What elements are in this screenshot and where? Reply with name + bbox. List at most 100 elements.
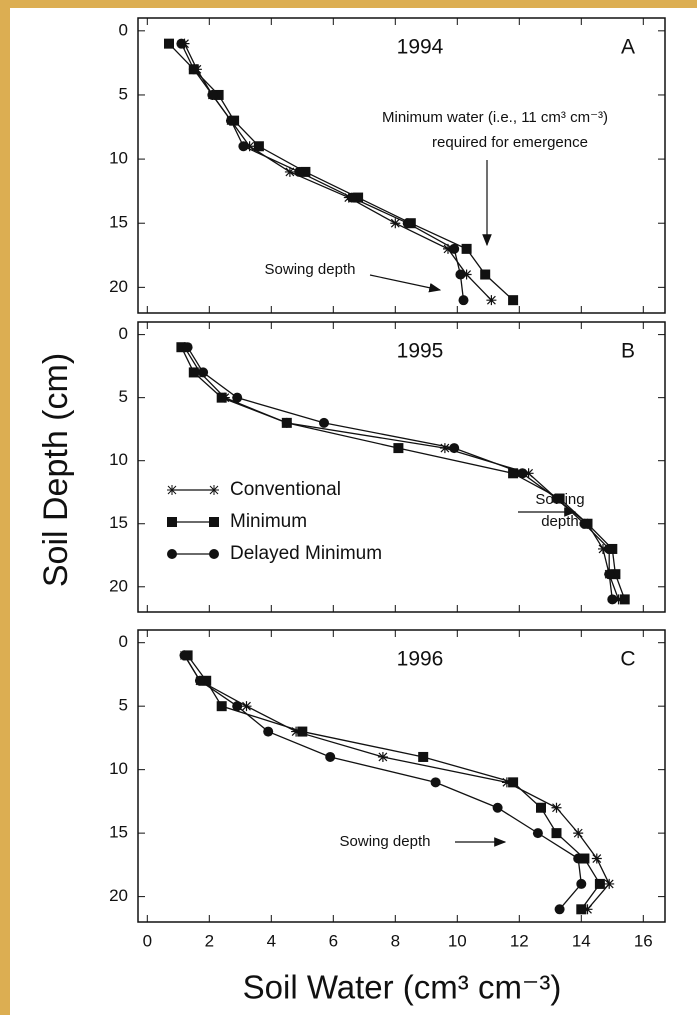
- marker: [439, 443, 450, 454]
- marker: [198, 367, 209, 378]
- y-tick-label: 5: [119, 696, 128, 715]
- x-tick-label: 0: [143, 931, 152, 950]
- y-tick-label: 5: [119, 84, 128, 103]
- legend-marker: [167, 517, 177, 527]
- marker: [461, 269, 472, 280]
- panel-year: 1995: [397, 340, 444, 363]
- x-tick-label: 8: [391, 931, 400, 950]
- marker: [232, 701, 243, 712]
- marker: [517, 468, 528, 479]
- marker: [241, 701, 252, 712]
- annotation: Sowing: [535, 491, 584, 508]
- marker: [551, 802, 562, 813]
- marker: [458, 295, 469, 306]
- marker: [216, 701, 227, 712]
- marker: [443, 243, 453, 254]
- marker: [164, 38, 174, 49]
- marker: [281, 417, 292, 428]
- plot-frame: [137, 17, 666, 314]
- marker: [551, 828, 562, 839]
- marker: [619, 594, 630, 605]
- marker: [551, 493, 562, 504]
- panel-year: 1996: [397, 648, 444, 671]
- marker: [604, 878, 615, 889]
- marker: [554, 904, 565, 915]
- marker: [297, 726, 308, 737]
- plot-frame: [137, 321, 666, 613]
- x-tick-label: 2: [205, 931, 214, 950]
- panel-year: 1994: [397, 36, 444, 59]
- y-tick-label: 10: [109, 450, 128, 469]
- marker: [613, 594, 624, 605]
- plot-frame: [137, 629, 666, 923]
- y-tick-label: 0: [119, 324, 128, 343]
- series-line: [187, 655, 601, 910]
- legend-marker: [209, 517, 219, 527]
- marker: [176, 342, 187, 353]
- panel-letter: B: [621, 340, 635, 363]
- marker: [213, 89, 224, 100]
- marker: [377, 751, 388, 762]
- legend-label: Delayed Minimum: [230, 543, 382, 564]
- annotation: Sowing depth: [265, 261, 356, 278]
- marker: [393, 443, 404, 454]
- marker: [576, 904, 587, 915]
- x-tick-label: 10: [448, 931, 467, 950]
- y-tick-label: 15: [109, 213, 128, 232]
- marker: [455, 269, 466, 280]
- marker: [591, 853, 602, 864]
- annotation: required for emergence: [432, 134, 588, 151]
- marker: [508, 777, 519, 788]
- marker: [195, 675, 205, 686]
- marker: [179, 650, 190, 661]
- legend-marker: [167, 549, 177, 559]
- series-line: [183, 655, 610, 910]
- marker: [579, 518, 590, 529]
- y-tick-label: 0: [119, 20, 128, 39]
- marker: [582, 904, 593, 915]
- marker: [232, 392, 243, 403]
- series-line: [183, 655, 582, 910]
- marker: [576, 878, 587, 889]
- panel-letter: A: [621, 36, 635, 59]
- marker: [598, 543, 608, 554]
- marker: [182, 342, 193, 353]
- marker: [461, 243, 472, 254]
- y-tick-label: 10: [109, 149, 128, 168]
- marker: [201, 675, 212, 686]
- y-tick-label: 20: [109, 576, 128, 595]
- marker: [253, 141, 264, 152]
- marker: [480, 269, 491, 280]
- marker: [501, 777, 512, 788]
- marker: [492, 802, 503, 813]
- y-tick-label: 20: [109, 277, 128, 296]
- background: [10, 8, 697, 1015]
- marker: [430, 777, 441, 788]
- marker: [319, 417, 329, 428]
- y-tick-label: 0: [119, 632, 128, 651]
- x-tick-label: 14: [572, 931, 591, 950]
- marker: [523, 468, 534, 479]
- x-tick-label: 16: [634, 931, 653, 950]
- x-axis-title: Soil Water (cm³ cm⁻³): [243, 969, 562, 1006]
- y-tick-label: 5: [119, 387, 128, 406]
- marker: [604, 569, 615, 580]
- x-tick-label: 6: [329, 931, 338, 950]
- marker: [244, 141, 255, 152]
- marker: [346, 192, 357, 203]
- marker: [188, 64, 199, 75]
- legend-marker: [167, 485, 177, 495]
- marker: [508, 468, 519, 479]
- panel-letter: C: [620, 648, 635, 671]
- marker: [604, 543, 615, 554]
- marker: [216, 392, 227, 403]
- marker: [325, 751, 336, 762]
- marker: [226, 115, 236, 126]
- marker: [176, 38, 187, 49]
- x-tick-label: 12: [510, 931, 529, 950]
- legend-marker: [209, 549, 219, 559]
- marker: [300, 166, 311, 177]
- y-axis-title: Soil Depth (cm): [37, 353, 75, 587]
- marker: [188, 367, 199, 378]
